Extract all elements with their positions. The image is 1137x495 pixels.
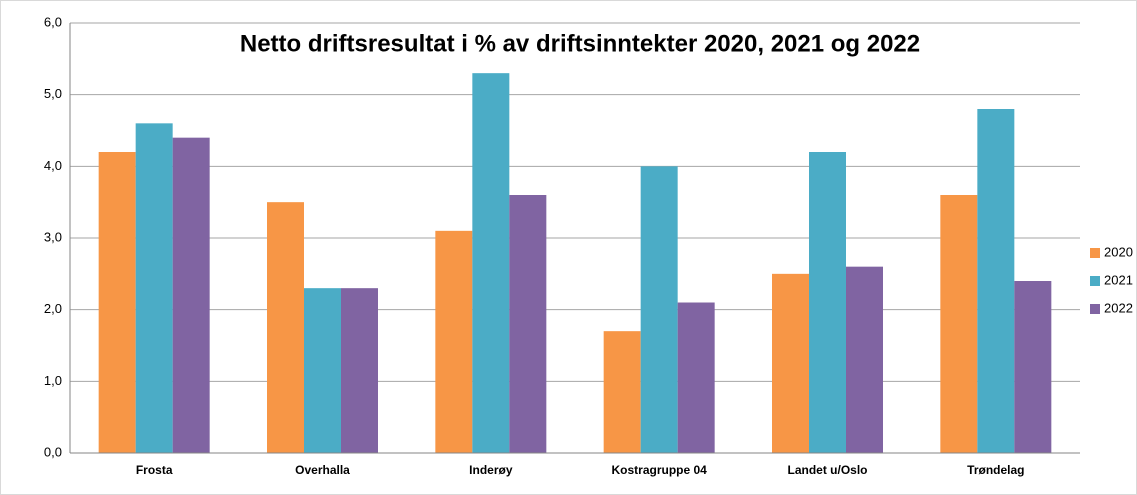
x-tick-label: Frosta [136, 463, 173, 477]
x-tick-label: Trøndelag [967, 463, 1024, 477]
bar [977, 109, 1015, 453]
legend-label: 2020 [1104, 244, 1133, 259]
y-tick-label: 6,0 [44, 14, 62, 29]
bar [472, 73, 510, 454]
bar [677, 302, 715, 453]
bar [640, 166, 678, 454]
bar [846, 266, 883, 453]
y-tick-label: 5,0 [44, 86, 62, 101]
bar [603, 331, 641, 453]
bar [809, 152, 846, 453]
x-tick-label: Kostragruppe 04 [611, 463, 707, 477]
legend-swatch [1090, 248, 1100, 258]
y-tick-label: 0,0 [44, 444, 62, 459]
legend-label: 2022 [1104, 300, 1133, 315]
y-tick-label: 1,0 [44, 373, 62, 388]
bar [98, 152, 136, 453]
legend-swatch [1090, 276, 1100, 286]
bar [341, 288, 378, 453]
bar [772, 273, 809, 453]
bar [940, 195, 978, 453]
bar [509, 195, 547, 453]
bar [435, 230, 473, 453]
bar [135, 123, 173, 453]
legend-label: 2021 [1104, 272, 1133, 287]
legend-swatch [1090, 304, 1100, 314]
y-tick-label: 2,0 [44, 301, 62, 316]
y-tick-label: 3,0 [44, 229, 62, 244]
bar [1014, 281, 1052, 453]
x-tick-label: Landet u/Oslo [787, 463, 867, 477]
bar [267, 202, 304, 453]
chart-title: Netto driftsresultat i % av driftsinntek… [240, 30, 920, 57]
x-tick-label: Inderøy [469, 463, 513, 477]
bar [304, 288, 341, 453]
bar [172, 137, 210, 453]
y-tick-label: 4,0 [44, 158, 62, 173]
x-tick-label: Overhalla [295, 463, 350, 477]
